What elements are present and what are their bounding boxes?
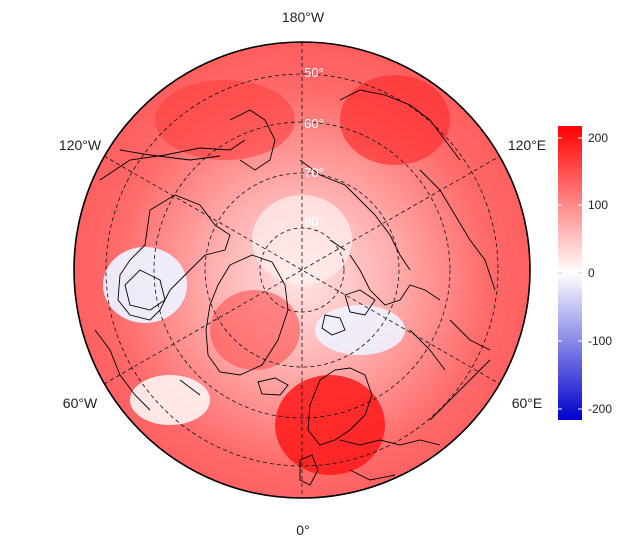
lon-label-60w: 60°W <box>63 395 98 411</box>
lat-label-80: 80° <box>304 214 324 229</box>
colorbar-tick-neg200: -200 <box>588 402 612 416</box>
lon-label-120e: 120°E <box>508 137 546 153</box>
meridian-60w-120e <box>103 155 501 385</box>
lon-label-0: 0° <box>296 522 309 538</box>
novaya-zemlya-outline <box>344 289 376 316</box>
scandinavia-outline <box>307 367 373 446</box>
uk-outline <box>299 454 319 486</box>
alaska-coast <box>229 109 276 171</box>
europe-coast <box>339 359 491 481</box>
colorbar-tick-0: 0 <box>588 266 595 280</box>
graticule <box>103 42 501 498</box>
globe-border <box>73 41 531 499</box>
colorbar-tick-100: 100 <box>588 198 608 212</box>
lat-circle-60 <box>153 121 451 419</box>
canadian-arctic-outline <box>117 194 231 321</box>
colorbar: 200 100 0 -100 -200 <box>558 126 612 420</box>
russia-arctic-coast <box>329 239 441 306</box>
lat-label-70: 70° <box>304 165 324 180</box>
lat-circle-50 <box>105 73 499 467</box>
lon-label-60e: 60°E <box>512 395 543 411</box>
north-america-coast <box>94 139 246 411</box>
lat-label-60: 60° <box>304 116 324 131</box>
svalbard-outline <box>321 314 346 336</box>
lon-label-120w: 120°W <box>59 137 102 153</box>
coastlines <box>94 89 496 486</box>
hudson-bay-outline <box>124 269 166 311</box>
siberia-coast <box>299 89 461 271</box>
colorbar-tick-200: 200 <box>588 131 608 145</box>
meridian-120w-60e <box>103 155 501 385</box>
colorbar-tick-neg100: -100 <box>588 334 612 348</box>
lat-label-50: 50° <box>304 65 324 80</box>
greenland-outline <box>205 254 289 376</box>
lat-circle-70 <box>204 172 400 368</box>
iceland-outline <box>257 377 289 396</box>
lon-label-180w: 180°W <box>282 9 325 25</box>
asia-inland-borders <box>409 169 496 371</box>
